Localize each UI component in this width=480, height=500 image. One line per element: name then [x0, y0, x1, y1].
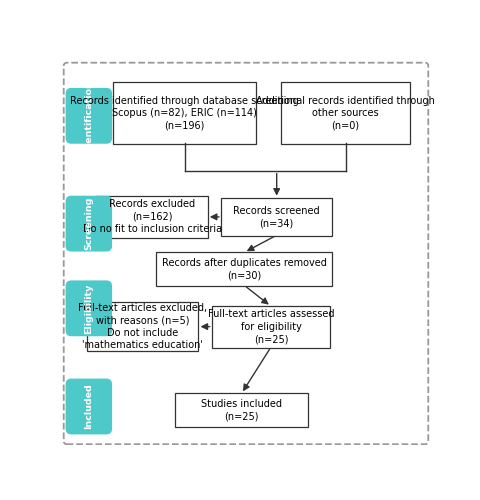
FancyBboxPatch shape: [87, 302, 198, 352]
Text: Records excluded
(n=162)
Do no fit to inclusion criteria: Records excluded (n=162) Do no fit to in…: [83, 200, 222, 234]
FancyBboxPatch shape: [175, 393, 308, 428]
FancyBboxPatch shape: [64, 62, 428, 444]
Text: Records after duplicates removed
(n=30): Records after duplicates removed (n=30): [162, 258, 326, 280]
Text: Studies included
(n=25): Studies included (n=25): [201, 399, 282, 421]
Text: Records screened
(n=34): Records screened (n=34): [233, 206, 320, 228]
FancyBboxPatch shape: [221, 198, 332, 236]
Text: Eligibility: Eligibility: [84, 283, 93, 334]
Text: Included: Included: [84, 384, 93, 430]
FancyBboxPatch shape: [96, 196, 208, 238]
FancyBboxPatch shape: [66, 280, 112, 336]
FancyBboxPatch shape: [281, 82, 410, 144]
Text: Full-text articles assessed
for eligibility
(n=25): Full-text articles assessed for eligibil…: [208, 309, 335, 344]
FancyBboxPatch shape: [212, 306, 330, 348]
Text: Additional records identified through
other sources
(n=0): Additional records identified through ot…: [256, 96, 435, 130]
Text: Records identified through database screening
Scopus (n=82), ERIC (n=114)
(n=196: Records identified through database scre…: [70, 96, 299, 130]
FancyBboxPatch shape: [156, 252, 332, 286]
FancyBboxPatch shape: [113, 82, 256, 144]
FancyBboxPatch shape: [66, 378, 112, 434]
Text: Screening: Screening: [84, 197, 93, 250]
Text: Identification: Identification: [84, 80, 93, 152]
Text: Full-text articles excluded,
with reasons (n=5)
Do not include
'mathematics educ: Full-text articles excluded, with reason…: [78, 303, 207, 350]
FancyBboxPatch shape: [66, 196, 112, 252]
FancyBboxPatch shape: [66, 88, 112, 144]
